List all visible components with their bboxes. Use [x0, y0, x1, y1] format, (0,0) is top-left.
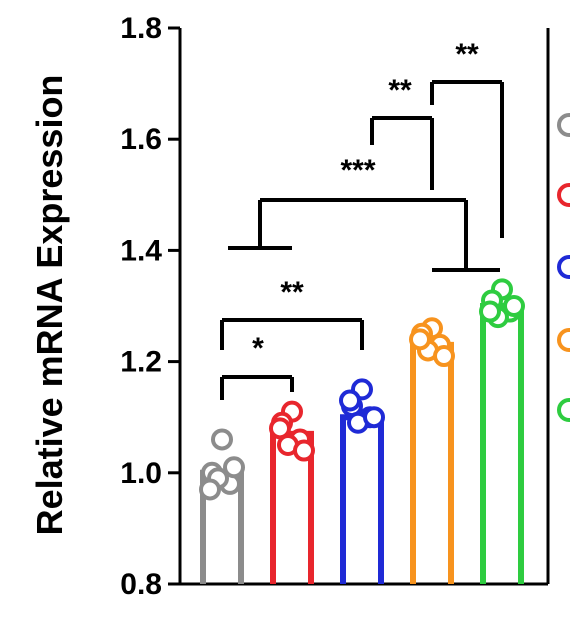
significance-brackets: **********: [220, 38, 504, 400]
legend-marker: [557, 255, 570, 279]
data-point: [339, 389, 361, 412]
legend-marker: [557, 328, 570, 352]
significance-label: **: [388, 74, 412, 107]
data-point: [409, 328, 431, 351]
y-tick-label: 1.0: [120, 457, 162, 490]
data-point: [199, 478, 221, 501]
data-point: [363, 406, 385, 429]
data-point: [223, 456, 245, 479]
y-axis-title: Relative mRNA Expression: [29, 75, 70, 536]
bar: [410, 341, 454, 584]
y-tick-label: 1.8: [120, 12, 162, 45]
significance-label: **: [280, 276, 304, 309]
significance-label: ***: [340, 154, 375, 187]
bar: [340, 414, 384, 584]
data-point: [211, 428, 233, 451]
data-point: [479, 300, 501, 323]
y-tick-label: 1.4: [120, 234, 162, 267]
y-tick-label: 0.8: [120, 568, 162, 601]
data-points: [199, 278, 525, 501]
significance-label: **: [455, 38, 479, 71]
axes: 0.8 1.0 1.2 1.4 1.6 1.8: [120, 12, 550, 601]
data-point: [293, 439, 315, 462]
bar: [480, 303, 524, 584]
data-point: [503, 295, 525, 317]
legend-marker: [557, 398, 570, 422]
data-point: [269, 417, 291, 440]
legend-marker: [557, 183, 570, 207]
y-tick-label: 1.6: [120, 123, 162, 156]
legend: [557, 113, 570, 422]
data-point: [433, 345, 455, 368]
significance-label: *: [252, 332, 264, 365]
y-tick-label: 1.2: [120, 346, 162, 379]
legend-marker: [557, 113, 570, 137]
